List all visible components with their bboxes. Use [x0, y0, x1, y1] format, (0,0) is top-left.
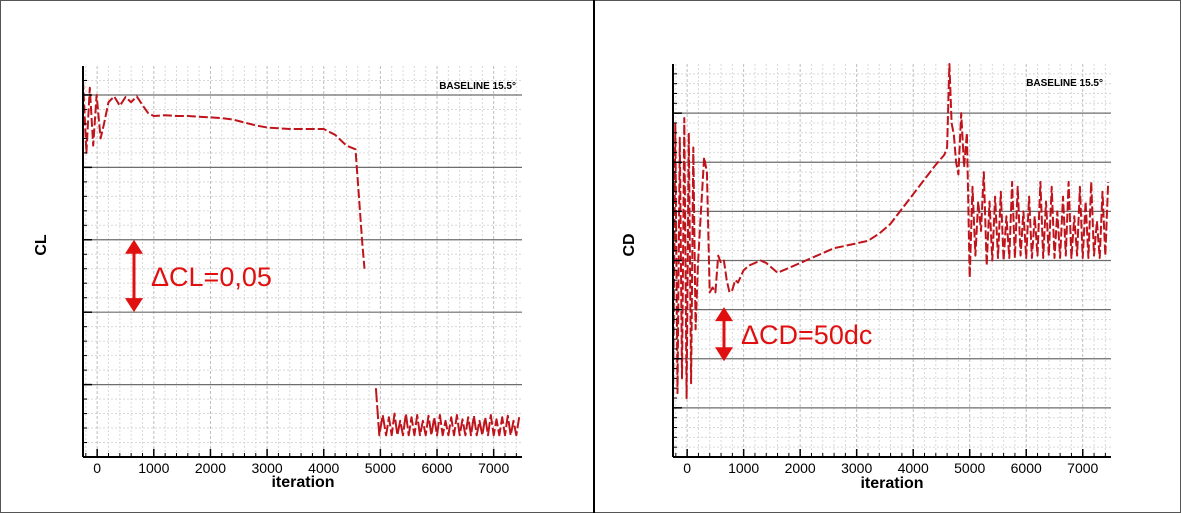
cd-annotation-arrow-head-top — [715, 307, 733, 322]
cl-annotation-text: ΔCL=0,05 — [151, 262, 272, 292]
cl-x-tick-label: 2000 — [195, 460, 226, 476]
cd-x-tick-label: 1000 — [728, 460, 759, 476]
cl-series-line — [374, 388, 521, 437]
cd-axes — [672, 64, 1111, 458]
cl-y-axis-title: CL — [33, 234, 50, 256]
cd-x-tick-label: 4000 — [898, 460, 929, 476]
chart-panel-cl: 0 1000 2000 3000 4000 5000 6000 7000 BASELINE 1… — [33, 66, 522, 491]
cd-x-tick-label: 6000 — [1011, 460, 1042, 476]
cl-x-tick-label: 3000 — [252, 460, 283, 476]
cd-grid — [673, 64, 1111, 457]
cd-y-axis-title: CD — [621, 233, 638, 256]
cd-annotation: ΔCD=50dc — [715, 307, 872, 362]
cd-x-axis-title: iteration — [860, 475, 923, 492]
cl-x-tick-labels: 0 1000 2000 3000 4000 5000 6000 7000 — [93, 460, 509, 476]
cd-x-tick-label: 3000 — [841, 460, 872, 476]
cd-x-tick-label: 7000 — [1067, 460, 1098, 476]
cd-series-line — [672, 63, 1110, 408]
cl-x-tick-label: 5000 — [365, 460, 396, 476]
cl-x-tick-label: 6000 — [421, 460, 452, 476]
cl-annotation-arrow-head-top — [125, 239, 143, 254]
cl-x-tick-label: 4000 — [308, 460, 339, 476]
cl-annotation-arrow-head-bottom — [125, 298, 143, 313]
cl-x-tick-label: 7000 — [478, 460, 509, 476]
cd-chart-title: BASELINE 15.5° — [1026, 78, 1103, 89]
cd-x-tick-label: 2000 — [785, 460, 816, 476]
cd-x-tick-label: 0 — [683, 460, 691, 476]
cd-x-tick-label: 5000 — [954, 460, 985, 476]
cl-series-line — [82, 80, 366, 269]
cl-grid — [83, 66, 522, 457]
cl-chart-title: BASELINE 15.5° — [439, 81, 516, 92]
cl-x-axis-title: iteration — [271, 474, 334, 491]
cl-x-tick-label: 1000 — [138, 460, 169, 476]
cl-series — [82, 80, 521, 437]
cd-x-tick-labels: 0 1000 2000 3000 4000 5000 6000 7000 — [683, 460, 1098, 476]
cd-annotation-arrow-head-bottom — [715, 347, 733, 362]
cl-x-tick-label: 0 — [93, 460, 101, 476]
cl-axes — [82, 66, 522, 458]
chart-panel-cd: 0 1000 2000 3000 4000 5000 6000 7000 BASELINE 1… — [621, 63, 1111, 492]
cd-annotation-text: ΔCD=50dc — [741, 320, 872, 350]
cl-annotation: ΔCL=0,05 — [125, 239, 272, 313]
cd-series — [672, 63, 1110, 408]
